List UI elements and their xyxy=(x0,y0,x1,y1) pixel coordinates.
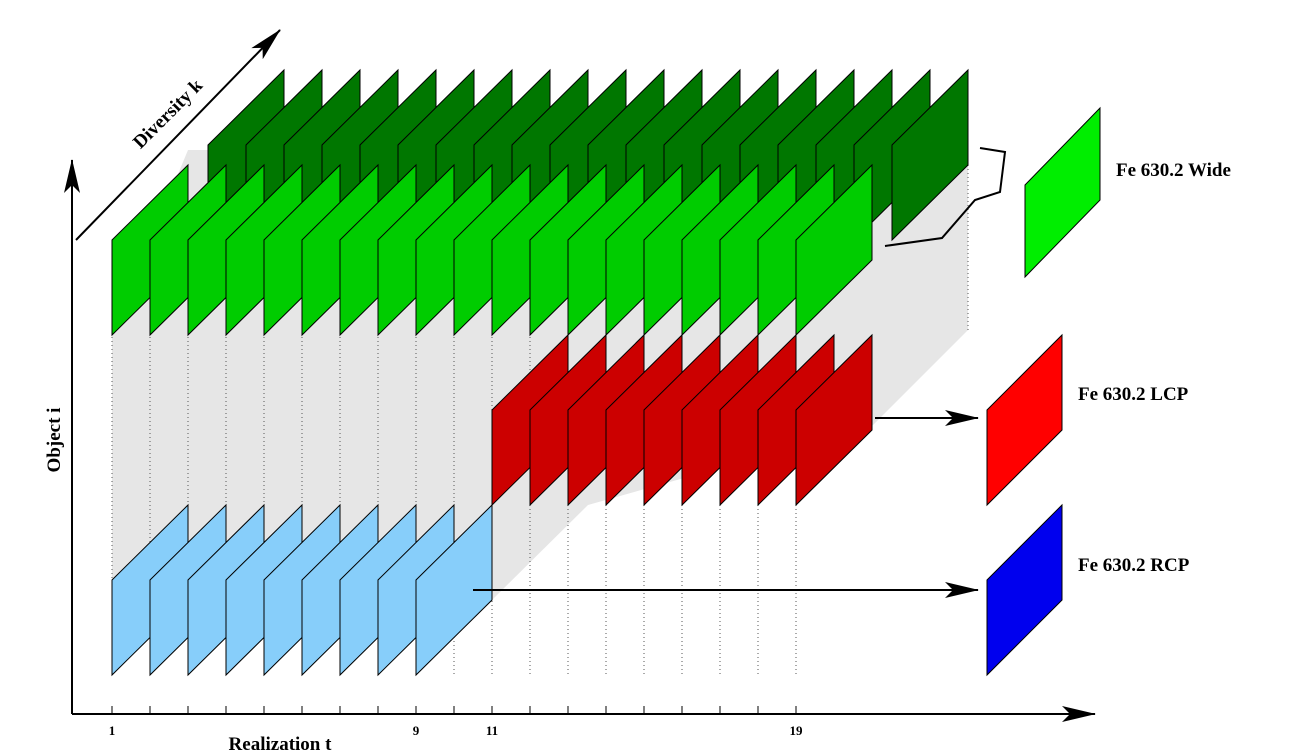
panel-rcp xyxy=(415,503,493,677)
x-tick-label: 19 xyxy=(790,723,804,738)
z-axis xyxy=(75,29,281,241)
z-axis-label: Diversity k xyxy=(129,75,207,153)
bracket xyxy=(884,147,1007,247)
panels xyxy=(111,68,969,677)
legend-label: Fe 630.2 LCP xyxy=(1078,384,1189,405)
legend-label: Fe 630.2 Wide xyxy=(1116,160,1231,181)
y-axis-label: Object i xyxy=(44,408,65,473)
legend-swatch-rcp xyxy=(986,503,1063,677)
x-tick-label: 9 xyxy=(413,723,420,738)
legend-swatch-wide xyxy=(1024,106,1101,279)
panel-wide xyxy=(795,163,873,337)
legend-swatch-lcp xyxy=(986,333,1063,507)
panel-lcp xyxy=(795,333,873,507)
x-tick-label: 1 xyxy=(109,723,116,738)
x-tick-label: 11 xyxy=(486,723,498,738)
panel-wide-back xyxy=(891,68,969,242)
x-axis-label: Realization t xyxy=(229,734,333,755)
legend-label: Fe 630.2 RCP xyxy=(1078,555,1190,576)
